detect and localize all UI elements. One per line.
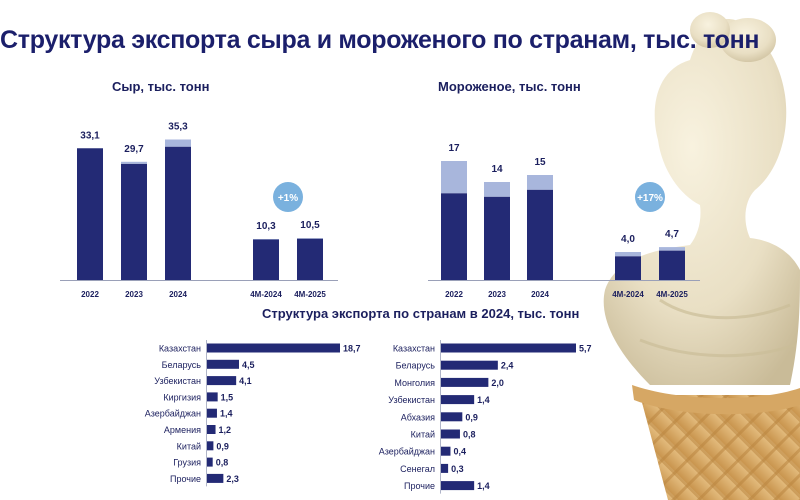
icecream-bar-top-1: [484, 182, 510, 197]
cheese-tick-label-2: 2024: [169, 290, 187, 299]
cheese-tick-label-1: 2023: [125, 290, 143, 299]
icecream-country-category-label-1: Беларусь: [396, 361, 436, 371]
icecream-country-bar-3: [441, 395, 475, 405]
cheese-country-category-label-4: Азербайджан: [145, 409, 201, 419]
cheese-value-label-3: 10,3: [256, 221, 276, 232]
cheese-country-bar-3: [207, 392, 218, 402]
icecream-bar-top-2: [527, 175, 553, 190]
cheese-country-bar-2: [207, 376, 237, 386]
icecream-country-category-label-2: Монголия: [394, 378, 435, 388]
cheese-country-value-label-4: 1,4: [220, 409, 233, 419]
cheese-country-bar-6: [207, 441, 214, 451]
cheese-country-bar-4: [207, 408, 217, 418]
icecream-tick-label-3: 4М-2024: [612, 290, 644, 299]
icecream-country-category-label-4: Абхазия: [401, 412, 435, 422]
icecream-country-value-label-5: 0,8: [463, 430, 476, 440]
icecream-country-value-label-2: 2,0: [491, 378, 504, 388]
cheese-value-label-1: 29,7: [124, 144, 144, 155]
cheese-country-value-label-3: 1,5: [221, 392, 234, 402]
cheese-country-value-label-2: 4,1: [239, 376, 252, 386]
cheese-country-bar-7: [207, 457, 213, 467]
icecream-country-value-label-4: 0,9: [465, 412, 478, 422]
icecream-country-bar-8: [441, 481, 475, 491]
icecream-country-bar-5: [441, 429, 460, 439]
icecream-country-category-label-7: Сенегал: [400, 464, 435, 474]
cheese-country-category-label-7: Грузия: [173, 458, 201, 468]
icecream-value-label-4: 4,7: [665, 229, 679, 240]
icecream-country-value-label-8: 1,4: [477, 481, 490, 491]
icecream-country-category-label-3: Узбекистан: [388, 395, 435, 405]
cheese-bar-main-4: [297, 238, 323, 280]
icecream-value-label-1: 14: [491, 164, 503, 175]
icecream-country-value-label-3: 1,4: [477, 395, 490, 405]
icecream-tick-label-0: 2022: [445, 290, 463, 299]
cheese-country-value-label-1: 4,5: [242, 360, 255, 370]
cheese-country-category-label-3: Киргизия: [163, 392, 201, 402]
cheese-value-label-2: 35,3: [168, 122, 188, 133]
cheese-value-label-4: 10,5: [300, 220, 320, 231]
cheese-country-category-label-1: Беларусь: [162, 360, 202, 370]
cheese-country-value-label-6: 0,9: [216, 441, 229, 451]
icecream-bar-main-3: [615, 256, 641, 280]
cheese-bar-top-1: [121, 161, 147, 164]
cheese-country-bar-0: [207, 343, 340, 353]
icecream-chart-title: Мороженое, тыс. тонн: [438, 79, 581, 94]
cheese-country-value-label-8: 2,3: [226, 474, 239, 484]
cheese-country-value-label-5: 1,2: [219, 425, 232, 435]
icecream-value-label-2: 15: [534, 157, 546, 168]
icecream-country-category-label-8: Прочие: [404, 481, 435, 491]
cheese-bar-main-1: [121, 163, 147, 280]
cheese-country-category-label-2: Узбекистан: [154, 376, 201, 386]
cheese-bar-main-3: [253, 239, 279, 280]
icecream-bar-main-4: [659, 250, 685, 280]
cheese-country-category-label-6: Китай: [177, 441, 201, 451]
icecream-country-value-label-0: 5,7: [579, 344, 592, 354]
icecream-country-value-label-7: 0,3: [451, 464, 464, 474]
cheese-country-bar-8: [207, 473, 224, 483]
cheese-value-label-0: 33,1: [80, 130, 100, 141]
page-title: Структура экспорта сыра и мороженого по …: [0, 26, 760, 54]
icecream-bar-top-4: [659, 247, 685, 251]
icecream-country-bar-1: [441, 360, 498, 370]
cheese-country-value-label-7: 0,8: [216, 458, 229, 468]
cheese-tick-label-0: 2022: [81, 290, 99, 299]
cheese-tick-label-4: 4М-2025: [294, 290, 326, 299]
icecream-bar-top-0: [441, 161, 467, 194]
cheese-chart-title: Сыр, тыс. тонн: [112, 79, 210, 94]
icecream-value-label-0: 17: [448, 143, 460, 154]
icecream-bar-top-3: [615, 252, 641, 257]
cheese-country-bar-5: [207, 425, 216, 434]
icecream-growth-badge-label: +17%: [637, 193, 663, 204]
icecream-country-bar-6: [441, 446, 451, 456]
icecream-country-category-label-5: Китай: [411, 430, 435, 440]
cheese-bar-main-2: [165, 146, 191, 280]
icecream-country-value-label-1: 2,4: [501, 361, 514, 371]
cheese-bar-main-0: [77, 148, 103, 280]
icecream-country-bar-7: [441, 463, 449, 473]
cheese-country-bar-1: [207, 359, 240, 369]
cheese-bar-top-2: [165, 139, 191, 147]
icecream-country-value-label-6: 0,4: [453, 447, 466, 457]
icecream-tick-label-1: 2023: [488, 290, 506, 299]
cheese-country-category-label-8: Прочие: [170, 474, 201, 484]
cheese-country-value-label-0: 18,7: [343, 344, 361, 354]
icecream-country-category-label-6: Азербайджан: [379, 447, 435, 457]
icecream-bar-main-2: [527, 189, 553, 280]
icecream-value-label-3: 4,0: [621, 234, 635, 245]
cheese-country-category-label-5: Армения: [164, 425, 201, 435]
icecream-country-bar-0: [441, 343, 576, 353]
country-structure-title: Структура экспорта по странам в 2024, ты…: [262, 306, 580, 321]
cheese-country-category-label-0: Казахстан: [159, 344, 201, 354]
cheese-tick-label-3: 4М-2024: [250, 290, 282, 299]
cheese-growth-badge-label: +1%: [278, 193, 298, 204]
icecream-country-bar-4: [441, 412, 463, 422]
icecream-bar-main-1: [484, 196, 510, 280]
cheese-growth-badge: [273, 182, 303, 212]
icecream-bar-main-0: [441, 193, 467, 280]
icecream-tick-label-2: 2024: [531, 290, 549, 299]
icecream-country-category-label-0: Казахстан: [393, 344, 435, 354]
icecream-tick-label-4: 4М-2025: [656, 290, 688, 299]
icecream-country-bar-2: [441, 377, 489, 387]
